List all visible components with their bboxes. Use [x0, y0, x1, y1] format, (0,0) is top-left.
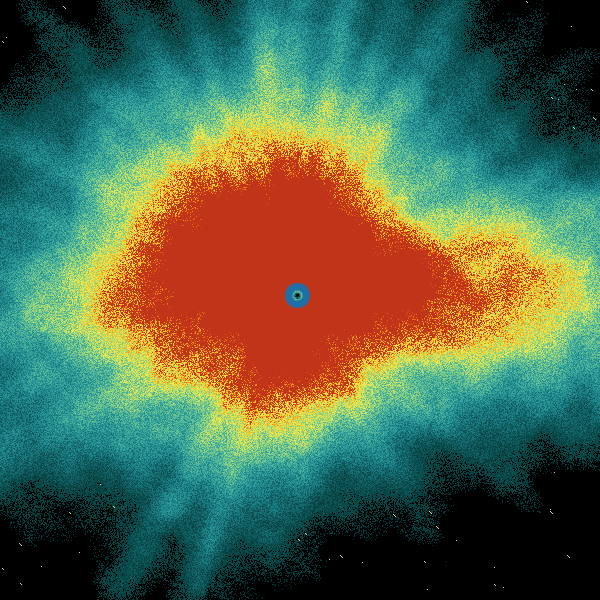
false-colour-heatmap: [0, 0, 600, 600]
intensity-map-viewport: [0, 0, 600, 600]
